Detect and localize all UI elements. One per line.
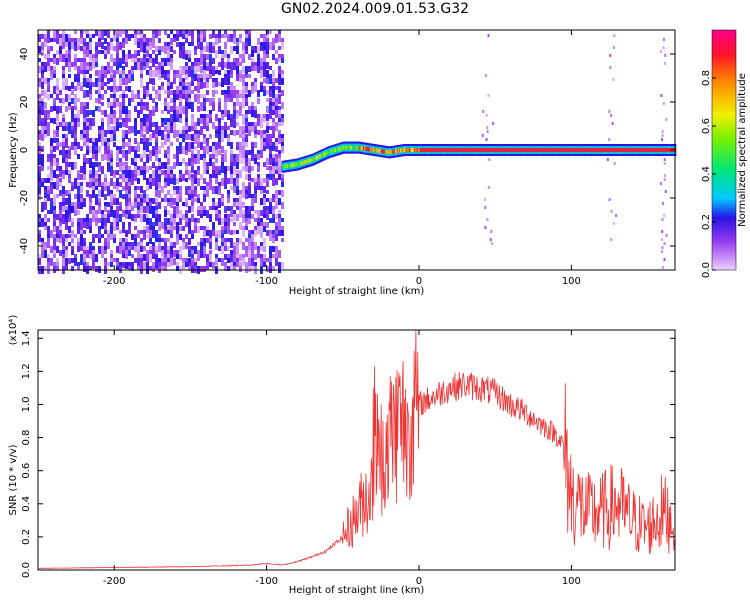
y-tick-label: 0.0 — [21, 562, 32, 578]
y-axis-label: Frequency (Hz) — [8, 112, 19, 188]
y-tick-label: 1.0 — [21, 397, 32, 413]
y-tick-label: -40 — [19, 238, 30, 254]
y-tick-label: 0.4 — [21, 496, 32, 512]
y-tick-label: 40 — [19, 48, 30, 61]
y-tick-label: 1.4 — [21, 330, 32, 346]
x-tick-label: -200 — [103, 576, 126, 587]
snr-series-line — [37, 329, 675, 569]
y-tick-label: 20 — [19, 96, 30, 109]
x-axis-label: Height of straight line (km) — [289, 585, 425, 596]
figure-title: GN02.2024.009.01.53.G32 — [280, 1, 470, 17]
y-tick-label: 0.8 — [21, 430, 32, 446]
x-tick-label: 100 — [562, 576, 581, 587]
colorbar-label: Normalized spectral amplitude — [737, 73, 748, 227]
x-tick-label: 100 — [562, 276, 581, 287]
colorbar-tick-label: 0.4 — [701, 166, 712, 182]
colorbar-frame — [711, 29, 737, 271]
x-tick-label: -200 — [103, 276, 126, 287]
snr-frame — [37, 329, 676, 571]
x-tick-label: -100 — [255, 276, 278, 287]
colorbar-tick-label: 0.2 — [701, 214, 712, 230]
y-tick-label: -20 — [19, 190, 30, 206]
x-tick-label: 0 — [416, 276, 422, 287]
y-tick-label: 0.6 — [21, 463, 32, 479]
colorbar-tick-label: 0.0 — [701, 262, 712, 278]
spectrogram-plot — [38, 30, 677, 274]
y-axis-label: SNR (10 * v/v) — [8, 444, 19, 515]
colorbar-tick-label: 0.8 — [701, 70, 712, 86]
y-tick-label: 0 — [19, 147, 30, 153]
y-tick-label: 1.2 — [21, 363, 32, 379]
y-tick-label: 0.2 — [21, 529, 32, 545]
y-scale-label: (x10⁴) — [8, 315, 19, 346]
x-tick-label: 0 — [416, 576, 422, 587]
colorbar-tick-label: 0.6 — [701, 118, 712, 134]
x-tick-label: -100 — [255, 576, 278, 587]
x-axis-label: Height of straight line (km) — [289, 286, 425, 297]
colorbar — [712, 30, 736, 271]
